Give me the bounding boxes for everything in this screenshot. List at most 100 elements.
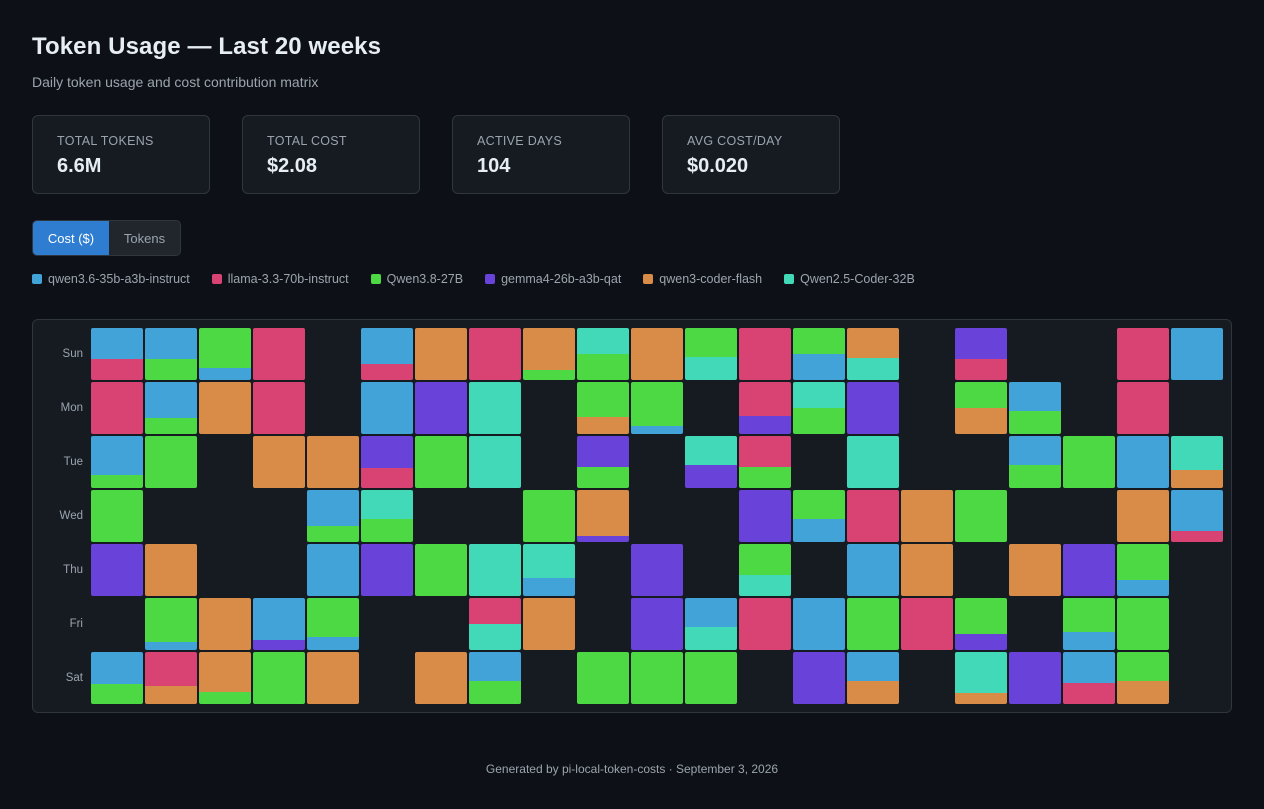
heatmap-cell[interactable]	[523, 490, 575, 542]
heatmap-cell[interactable]	[901, 544, 953, 596]
heatmap-cell[interactable]	[1117, 598, 1169, 650]
heatmap-cell[interactable]	[1117, 652, 1169, 704]
heatmap-cell[interactable]	[469, 436, 521, 488]
heatmap-cell[interactable]	[739, 598, 791, 650]
heatmap-cell[interactable]	[685, 328, 737, 380]
heatmap-cell[interactable]	[847, 652, 899, 704]
heatmap-cell[interactable]	[199, 328, 251, 380]
heatmap-cell[interactable]	[1009, 382, 1061, 434]
heatmap-cell[interactable]	[1063, 544, 1115, 596]
heatmap-cell[interactable]	[847, 328, 899, 380]
heatmap-cell[interactable]	[469, 328, 521, 380]
heatmap-cell[interactable]	[739, 328, 791, 380]
heatmap-cell[interactable]	[793, 382, 845, 434]
heatmap-cell[interactable]	[739, 544, 791, 596]
heatmap-cell[interactable]	[145, 328, 197, 380]
heatmap-cell[interactable]	[577, 652, 629, 704]
heatmap-cell[interactable]	[631, 544, 683, 596]
heatmap-cell[interactable]	[685, 652, 737, 704]
heatmap-cell[interactable]	[199, 598, 251, 650]
heatmap-cell[interactable]	[1009, 544, 1061, 596]
heatmap-cell[interactable]	[739, 490, 791, 542]
heatmap-cell[interactable]	[145, 544, 197, 596]
heatmap-cell[interactable]	[91, 652, 143, 704]
heatmap-cell[interactable]	[739, 382, 791, 434]
heatmap-cell[interactable]	[577, 436, 629, 488]
heatmap-cell[interactable]	[1063, 652, 1115, 704]
heatmap-cell[interactable]	[415, 544, 467, 596]
heatmap-cell[interactable]	[253, 652, 305, 704]
heatmap-cell[interactable]	[793, 652, 845, 704]
cost-toggle-button[interactable]: Cost ($)	[33, 221, 109, 255]
heatmap-cell[interactable]	[361, 382, 413, 434]
heatmap-cell[interactable]	[415, 652, 467, 704]
heatmap-cell[interactable]	[1171, 490, 1223, 542]
heatmap-cell[interactable]	[145, 382, 197, 434]
heatmap-cell[interactable]	[415, 436, 467, 488]
heatmap-cell[interactable]	[1171, 436, 1223, 488]
heatmap-cell[interactable]	[307, 598, 359, 650]
heatmap-cell[interactable]	[469, 598, 521, 650]
heatmap-cell[interactable]	[793, 490, 845, 542]
heatmap-cell[interactable]	[631, 328, 683, 380]
heatmap-cell[interactable]	[1171, 328, 1223, 380]
heatmap-cell[interactable]	[361, 436, 413, 488]
heatmap-cell[interactable]	[1009, 652, 1061, 704]
heatmap-cell[interactable]	[523, 598, 575, 650]
heatmap-cell[interactable]	[307, 544, 359, 596]
heatmap-cell[interactable]	[1009, 436, 1061, 488]
heatmap-cell[interactable]	[631, 382, 683, 434]
heatmap-cell[interactable]	[469, 544, 521, 596]
heatmap-cell[interactable]	[253, 436, 305, 488]
heatmap-cell[interactable]	[307, 652, 359, 704]
heatmap-cell[interactable]	[1117, 382, 1169, 434]
heatmap-cell[interactable]	[955, 382, 1007, 434]
heatmap-cell[interactable]	[523, 328, 575, 380]
heatmap-cell[interactable]	[253, 382, 305, 434]
heatmap-cell[interactable]	[955, 652, 1007, 704]
heatmap-cell[interactable]	[199, 382, 251, 434]
heatmap-cell[interactable]	[91, 544, 143, 596]
heatmap-cell[interactable]	[253, 598, 305, 650]
heatmap-cell[interactable]	[847, 490, 899, 542]
heatmap-cell[interactable]	[91, 328, 143, 380]
heatmap-cell[interactable]	[145, 598, 197, 650]
heatmap-cell[interactable]	[1117, 544, 1169, 596]
heatmap-cell[interactable]	[685, 436, 737, 488]
heatmap-cell[interactable]	[577, 328, 629, 380]
heatmap-cell[interactable]	[1117, 328, 1169, 380]
heatmap-cell[interactable]	[1063, 436, 1115, 488]
heatmap-cell[interactable]	[847, 436, 899, 488]
heatmap-cell[interactable]	[631, 598, 683, 650]
heatmap-cell[interactable]	[361, 544, 413, 596]
heatmap-cell[interactable]	[577, 382, 629, 434]
tokens-toggle-button[interactable]: Tokens	[123, 230, 166, 246]
heatmap-cell[interactable]	[523, 544, 575, 596]
heatmap-cell[interactable]	[415, 382, 467, 434]
heatmap-cell[interactable]	[847, 382, 899, 434]
heatmap-cell[interactable]	[1063, 598, 1115, 650]
heatmap-cell[interactable]	[739, 436, 791, 488]
heatmap-cell[interactable]	[577, 490, 629, 542]
heatmap-cell[interactable]	[793, 328, 845, 380]
heatmap-cell[interactable]	[145, 436, 197, 488]
heatmap-cell[interactable]	[469, 382, 521, 434]
heatmap-cell[interactable]	[415, 328, 467, 380]
heatmap-cell[interactable]	[793, 598, 845, 650]
heatmap-cell[interactable]	[631, 652, 683, 704]
heatmap-cell[interactable]	[469, 652, 521, 704]
heatmap-cell[interactable]	[145, 652, 197, 704]
heatmap-cell[interactable]	[361, 490, 413, 542]
heatmap-cell[interactable]	[901, 490, 953, 542]
heatmap-cell[interactable]	[307, 436, 359, 488]
heatmap-cell[interactable]	[847, 544, 899, 596]
heatmap-cell[interactable]	[91, 490, 143, 542]
heatmap-cell[interactable]	[361, 328, 413, 380]
heatmap-cell[interactable]	[253, 328, 305, 380]
heatmap-cell[interactable]	[955, 490, 1007, 542]
heatmap-cell[interactable]	[1117, 490, 1169, 542]
heatmap-cell[interactable]	[955, 328, 1007, 380]
heatmap-cell[interactable]	[91, 382, 143, 434]
heatmap-cell[interactable]	[307, 490, 359, 542]
heatmap-cell[interactable]	[847, 598, 899, 650]
